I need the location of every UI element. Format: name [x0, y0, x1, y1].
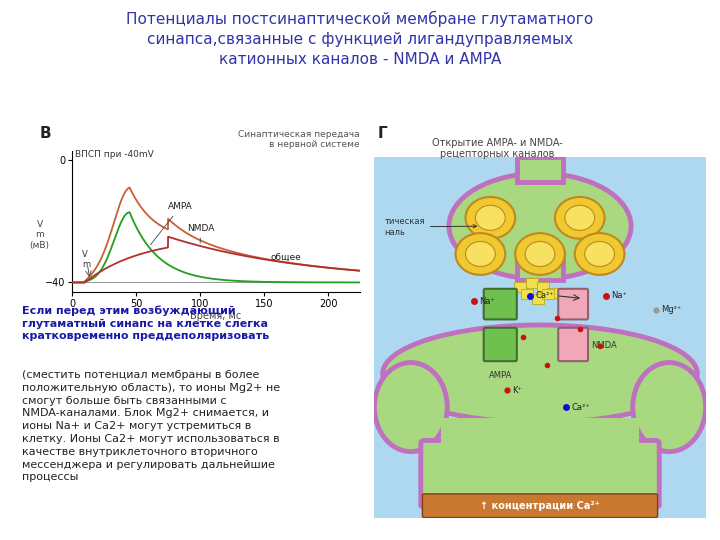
- FancyBboxPatch shape: [558, 328, 588, 361]
- Text: V
m: V m: [82, 250, 91, 269]
- X-axis label: Время, мс: Время, мс: [190, 312, 242, 321]
- FancyBboxPatch shape: [484, 289, 517, 319]
- Text: NMDA: NMDA: [591, 341, 617, 350]
- Ellipse shape: [374, 362, 447, 451]
- FancyBboxPatch shape: [517, 253, 563, 280]
- Circle shape: [575, 233, 624, 275]
- Text: Г: Г: [378, 126, 387, 141]
- Text: K⁺: K⁺: [512, 386, 522, 395]
- Text: AMPA: AMPA: [150, 202, 193, 245]
- Ellipse shape: [383, 325, 697, 422]
- Ellipse shape: [633, 362, 706, 451]
- Circle shape: [475, 205, 505, 231]
- FancyBboxPatch shape: [484, 328, 517, 361]
- Text: тическая
наль: тическая наль: [384, 217, 477, 237]
- FancyBboxPatch shape: [420, 441, 660, 507]
- Circle shape: [516, 233, 565, 275]
- Text: ↑ концентрации Ca²⁺: ↑ концентрации Ca²⁺: [480, 501, 600, 511]
- Text: общее: общее: [271, 254, 301, 263]
- Text: Mg²⁺: Mg²⁺: [661, 305, 681, 314]
- Text: ВПСП при -40mV: ВПСП при -40mV: [75, 150, 153, 159]
- Text: NMDA: NMDA: [187, 224, 215, 243]
- Circle shape: [466, 197, 516, 239]
- Text: Если перед этим возбуждающий
глутаматный синапс на клетке слегка
кратковременно : Если перед этим возбуждающий глутаматный…: [22, 305, 269, 341]
- Text: В: В: [40, 126, 51, 141]
- Circle shape: [585, 241, 615, 267]
- Bar: [441, 418, 639, 468]
- Circle shape: [555, 197, 605, 239]
- Ellipse shape: [449, 173, 631, 279]
- Bar: [547, 288, 559, 298]
- Bar: [514, 282, 526, 293]
- Text: Ca²⁺: Ca²⁺: [572, 403, 590, 411]
- Circle shape: [565, 205, 595, 231]
- Text: AMPA: AMPA: [489, 371, 512, 380]
- Text: Ca²⁺: Ca²⁺: [535, 291, 554, 300]
- Circle shape: [466, 241, 495, 267]
- Text: V
m
(мВ): V m (мВ): [30, 220, 50, 250]
- FancyBboxPatch shape: [423, 494, 657, 517]
- FancyBboxPatch shape: [558, 289, 588, 319]
- Bar: [526, 278, 538, 288]
- Bar: [532, 294, 544, 303]
- Circle shape: [456, 233, 505, 275]
- Circle shape: [525, 241, 555, 267]
- FancyBboxPatch shape: [517, 157, 563, 181]
- Text: Na⁺: Na⁺: [611, 291, 627, 300]
- Text: Синаптическая передача
в нервной системе: Синаптическая передача в нервной системе: [238, 130, 360, 149]
- Bar: [521, 289, 533, 299]
- Text: Открытие AMPA- и NMDA-
рецепторных каналов: Открытие AMPA- и NMDA- рецепторных канал…: [432, 138, 563, 159]
- Bar: [542, 289, 554, 299]
- Bar: [523, 240, 557, 257]
- Text: Потенциалы постсинаптической мембране глутаматного
синапса,связанные с функцией : Потенциалы постсинаптической мембране гл…: [127, 11, 593, 66]
- Text: Na⁺: Na⁺: [479, 297, 495, 306]
- Text: (сместить потенциал мембраны в более
положительную область), то ионы Mg2+ не
смо: (сместить потенциал мембраны в более пол…: [22, 370, 280, 482]
- Bar: [537, 282, 549, 293]
